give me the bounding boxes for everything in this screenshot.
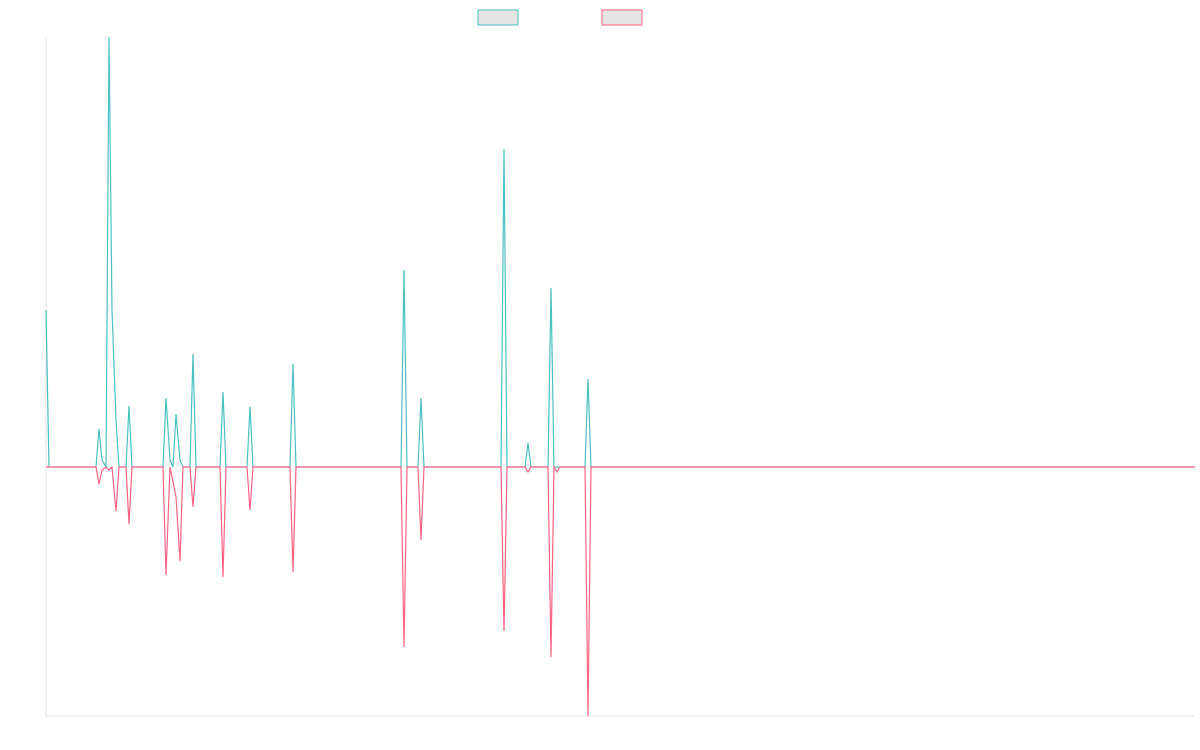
- legend-swatch[interactable]: [601, 9, 643, 26]
- series-line: [45, 36, 1195, 470]
- series-line: [46, 464, 1195, 717]
- legend-swatch[interactable]: [477, 9, 519, 26]
